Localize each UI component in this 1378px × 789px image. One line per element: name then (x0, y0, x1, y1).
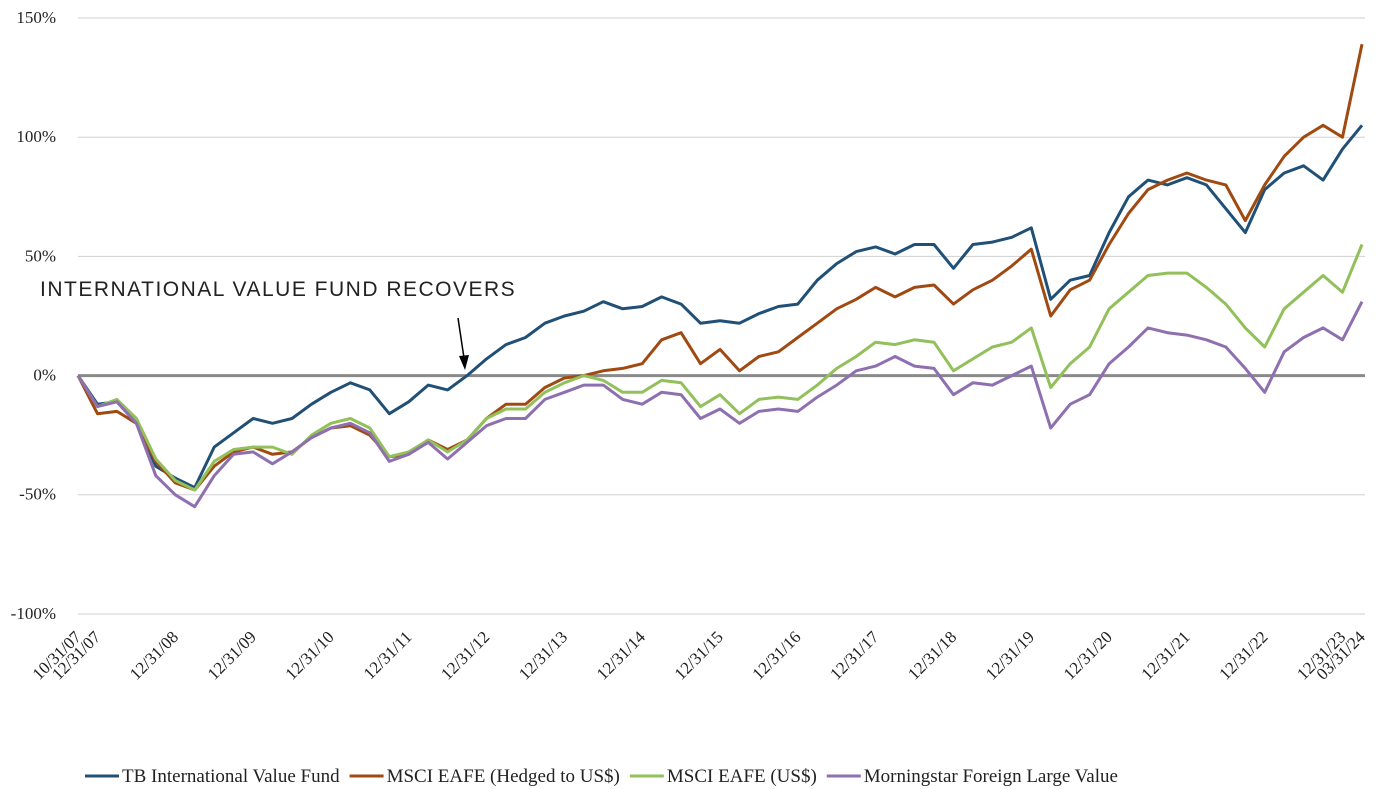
x-tick-label: 12/31/08 (126, 627, 182, 683)
x-tick-label: 12/31/21 (1138, 627, 1194, 683)
y-tick-label: -100% (11, 604, 56, 623)
y-tick-label: 100% (16, 127, 56, 146)
y-tick-label: 0% (33, 366, 56, 385)
legend: TB International Value Fund MSCI EAFE (He… (85, 766, 1118, 787)
x-tick-label: 12/31/22 (1215, 627, 1271, 683)
y-tick-label: 50% (25, 246, 56, 265)
annotation: INTERNATIONAL VALUE FUND RECOVERS (40, 278, 516, 301)
x-tick-label: 12/31/20 (1060, 627, 1116, 683)
x-tick-label: 12/31/11 (360, 627, 416, 683)
x-tick-label: 12/31/19 (982, 627, 1038, 683)
legend-label: TB International Value Fund (122, 766, 340, 787)
legend-label: MSCI EAFE (US$) (667, 766, 817, 787)
x-tick-label: 12/31/12 (437, 627, 493, 683)
y-tick-label: 150% (16, 8, 56, 27)
x-tick-label: 12/31/13 (515, 627, 571, 683)
x-tick-label: 12/31/17 (826, 627, 883, 684)
series-line (76, 124, 1364, 490)
series-line (76, 243, 1364, 492)
x-tick-label: 12/31/09 (204, 627, 260, 683)
x-tick-label: 12/31/16 (748, 627, 804, 683)
x-tick-label: 12/31/10 (282, 627, 338, 683)
x-tick-label: 12/31/18 (904, 627, 960, 683)
annotation-arrow (457, 317, 469, 370)
legend-label: MSCI EAFE (Hedged to US$) (387, 766, 620, 787)
x-tick-label: 12/31/15 (671, 627, 727, 683)
y-tick-label: -50% (19, 485, 56, 504)
series-line (76, 301, 1364, 509)
x-tick-label: 12/31/14 (593, 627, 650, 684)
legend-label: Morningstar Foreign Large Value (864, 766, 1118, 787)
